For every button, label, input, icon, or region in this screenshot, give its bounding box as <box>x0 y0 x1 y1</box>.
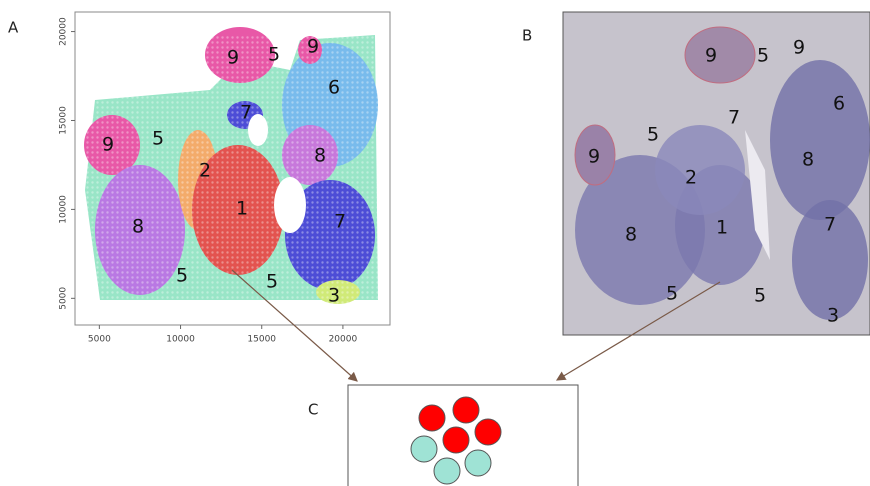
cluster-label: 9 <box>793 37 805 59</box>
cluster-label: 5 <box>666 283 678 305</box>
x-tick-label: 20000 <box>329 335 358 345</box>
cluster-label: 2 <box>685 167 697 189</box>
cluster-label: 8 <box>314 145 326 167</box>
cluster-label: 7 <box>334 211 346 233</box>
cluster-label: 9 <box>705 45 717 67</box>
panel-label: A <box>8 19 19 37</box>
panel-label: B <box>522 27 532 45</box>
cells <box>411 397 501 484</box>
cluster-label: 7 <box>240 102 252 124</box>
cluster-label: 6 <box>328 77 340 99</box>
y-tick-label: 10000 <box>59 195 69 224</box>
y-tick-label: 20000 <box>59 17 69 46</box>
cluster-label: 1 <box>236 198 248 220</box>
cluster-label: 5 <box>152 128 164 150</box>
cluster-label: 8 <box>802 149 814 171</box>
cluster-label: 9 <box>227 47 239 69</box>
cluster-label: 5 <box>268 44 280 66</box>
cluster-label: 7 <box>728 107 740 129</box>
figure: A B C 5000 10000 15000 20000 5000 10000 15000 2… <box>0 0 870 486</box>
cluster-label: 5 <box>266 271 278 293</box>
y-tick-label: 5000 <box>59 287 69 310</box>
cluster-label: 7 <box>824 214 836 236</box>
cluster-label: 9 <box>588 146 600 168</box>
cluster-label: 2 <box>199 160 211 182</box>
cluster-label: 5 <box>757 45 769 67</box>
y-tick-label: 15000 <box>59 106 69 135</box>
cluster-label: 5 <box>176 265 188 287</box>
cluster-label: 3 <box>328 285 340 307</box>
cluster-label: 1 <box>716 217 728 239</box>
panel-c <box>348 385 578 486</box>
cluster-label: 8 <box>625 224 637 246</box>
cluster-label: 3 <box>827 305 839 327</box>
x-tick-label: 5000 <box>88 335 111 345</box>
x-tick-label: 10000 <box>166 335 195 345</box>
x-tick-label: 15000 <box>247 335 276 345</box>
cluster-label: 5 <box>647 124 659 146</box>
cluster-label: 5 <box>754 285 766 307</box>
cluster-label: 9 <box>307 36 319 58</box>
cluster-label: 6 <box>833 93 845 115</box>
cluster-label: 8 <box>132 216 144 238</box>
cluster-label: 9 <box>102 134 114 156</box>
panel-label: C <box>308 401 318 419</box>
spot-clusters <box>84 27 380 305</box>
